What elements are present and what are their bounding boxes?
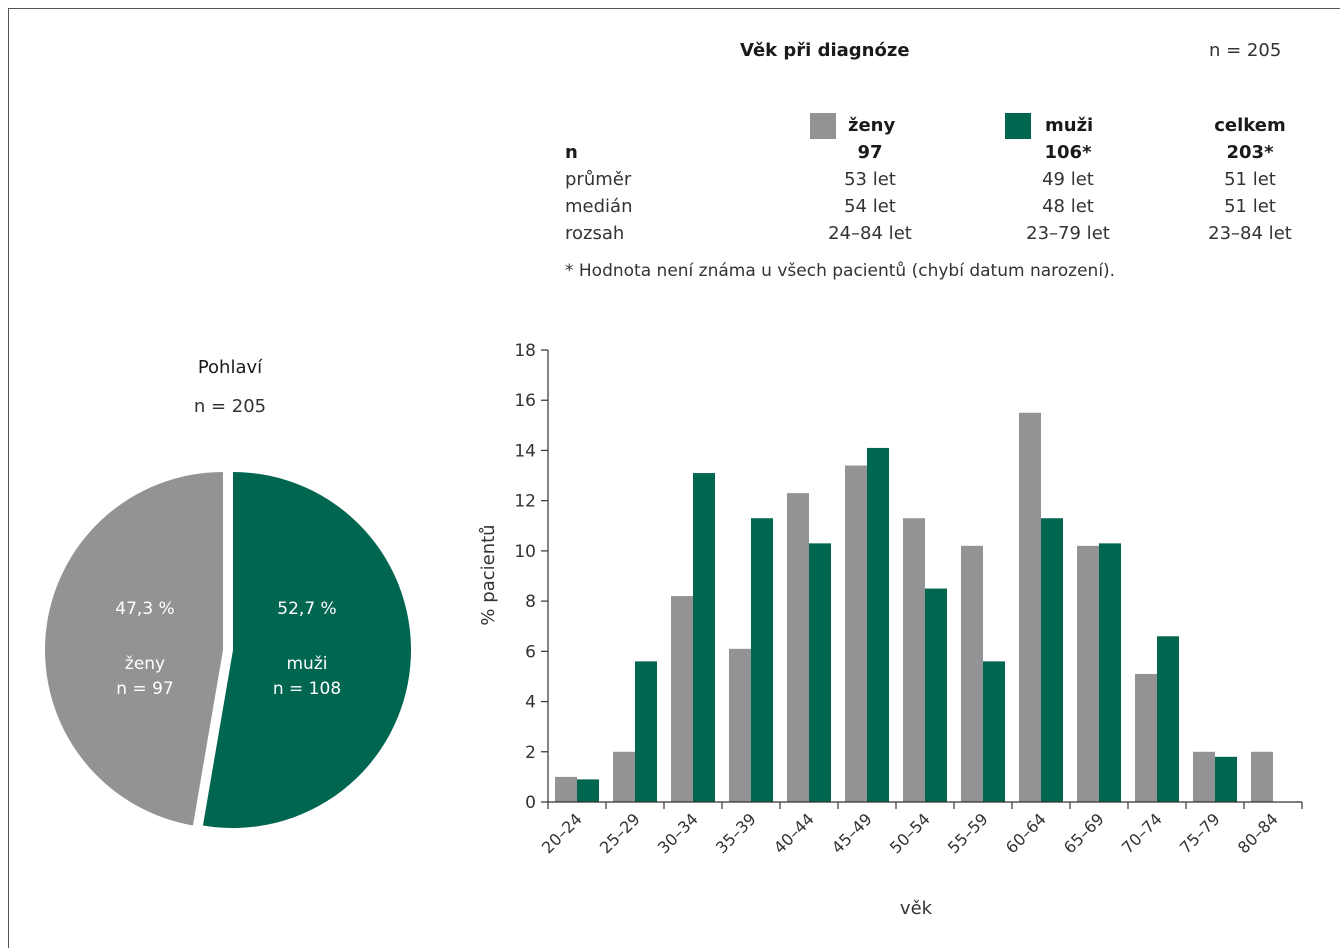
x-tick-label: 55–59 [944,809,992,857]
bar-zeny-40–44 [787,493,809,802]
bar-zeny-80–84 [1251,751,1273,802]
pie-slice-muzi [202,472,411,829]
y-tick-label: 16 [514,391,536,411]
row-label-rozsah: rozsah [565,223,625,244]
pie-label-zeny-n: n = 97 [116,679,174,699]
column-header-zeny: ženy [848,115,896,136]
bar-zeny-65–69 [1077,545,1099,802]
bar-zeny-60–64 [1019,412,1041,802]
bar-muzi-35–39 [751,518,773,802]
x-tick-label: 80–84 [1234,809,1282,857]
bar-muzi-45–49 [867,447,889,802]
bar-zeny-75–79 [1193,751,1215,802]
x-tick-label: 60–64 [1002,809,1050,857]
pie-label-zeny-percent: 47,3 % [115,599,175,619]
bar-zeny-35–39 [729,648,751,802]
y-tick-label: 8 [525,592,536,612]
legend-swatch-zeny [810,113,836,139]
bar-muzi-65–69 [1099,543,1121,802]
bar-zeny-25–29 [613,751,635,802]
x-tick-label: 65–69 [1060,809,1108,857]
bar-zeny-50–54 [903,518,925,802]
cell-median-zeny: 54 let [844,196,896,217]
cell-prumer-celkem: 51 let [1224,169,1276,190]
y-tick-label: 14 [514,441,536,461]
x-tick-label: 35–39 [712,809,760,857]
x-axis-title: věk [900,898,933,919]
pie-slice-zeny [44,472,223,826]
x-tick-label: 30–34 [654,809,702,857]
pie-label-zeny-name: ženy [124,654,166,674]
bar-muzi-70–74 [1157,636,1179,802]
y-tick-label: 12 [514,492,536,512]
pie-label-muzi-percent: 52,7 % [277,599,337,619]
x-tick-label: 50–54 [886,809,934,857]
legend-swatch-muzi [1005,113,1031,139]
y-tick-label: 4 [525,693,536,713]
y-axis-title: % pacientů [478,524,499,625]
cell-rozsah-muzi: 23–79 let [1026,223,1110,244]
bar-zeny-55–59 [961,545,983,802]
y-tick-label: 10 [514,542,536,562]
x-tick-label: 45–49 [828,809,876,857]
row-label-n: n [565,142,578,163]
y-tick-label: 18 [514,341,536,361]
pie-n-total: n = 205 [193,396,267,417]
column-header-muzi: muži [1045,115,1094,136]
x-ticks-group: 20–24 25–29 30–34 35–39 40–44 45–49 50–54 55–59… [538,802,1303,857]
row-label-prumer: průměr [565,169,632,190]
cell-median-celkem: 51 let [1224,196,1276,217]
cell-rozsah-celkem: 23–84 let [1208,223,1292,244]
bar-muzi-40–44 [809,543,831,802]
y-ticks-group: 0 2 4 6 8 10 12 14 16 18 [514,341,548,813]
x-tick-label: 25–29 [596,809,644,857]
pie-label-muzi-name: muži [286,654,328,674]
bar-muzi-55–59 [983,661,1005,802]
row-label-median: medián [565,196,633,217]
bar-series-group [555,412,1273,802]
cell-median-muzi: 48 let [1042,196,1094,217]
age-table-n-total: n = 205 [1209,40,1282,61]
y-tick-label: 0 [525,793,536,813]
cell-prumer-zeny: 53 let [844,169,896,190]
cell-n-zeny: 97 [857,142,883,163]
bar-muzi-30–34 [693,473,715,802]
pie-label-muzi-n: n = 108 [272,679,342,699]
x-tick-label: 40–44 [770,809,818,857]
figure-frame [8,8,1340,948]
bar-zeny-45–49 [845,465,867,802]
cell-prumer-muzi: 49 let [1042,169,1094,190]
cell-rozsah-zeny: 24–84 let [828,223,912,244]
y-tick-label: 2 [525,743,536,763]
bar-muzi-60–64 [1041,518,1063,802]
bar-muzi-25–29 [635,661,657,802]
cell-n-celkem: 203* [1226,142,1274,163]
y-tick-label: 6 [525,642,536,662]
x-tick-label: 20–24 [538,809,586,857]
bar-zeny-20–24 [555,776,577,802]
pie-title: Pohlaví [197,357,263,378]
x-tick-label: 70–74 [1118,809,1166,857]
cell-n-muzi: 106* [1044,142,1092,163]
age-table-title: Věk při diagnóze [740,40,910,61]
bar-muzi-20–24 [577,779,599,802]
bar-muzi-75–79 [1215,756,1237,802]
bar-zeny-70–74 [1135,673,1157,802]
bar-zeny-30–34 [671,596,693,802]
x-tick-label: 75–79 [1176,809,1224,857]
column-header-celkem: celkem [1214,115,1286,136]
age-table-footnote: * Hodnota není známa u všech pacientů (c… [565,261,1116,281]
bar-muzi-50–54 [925,588,947,802]
